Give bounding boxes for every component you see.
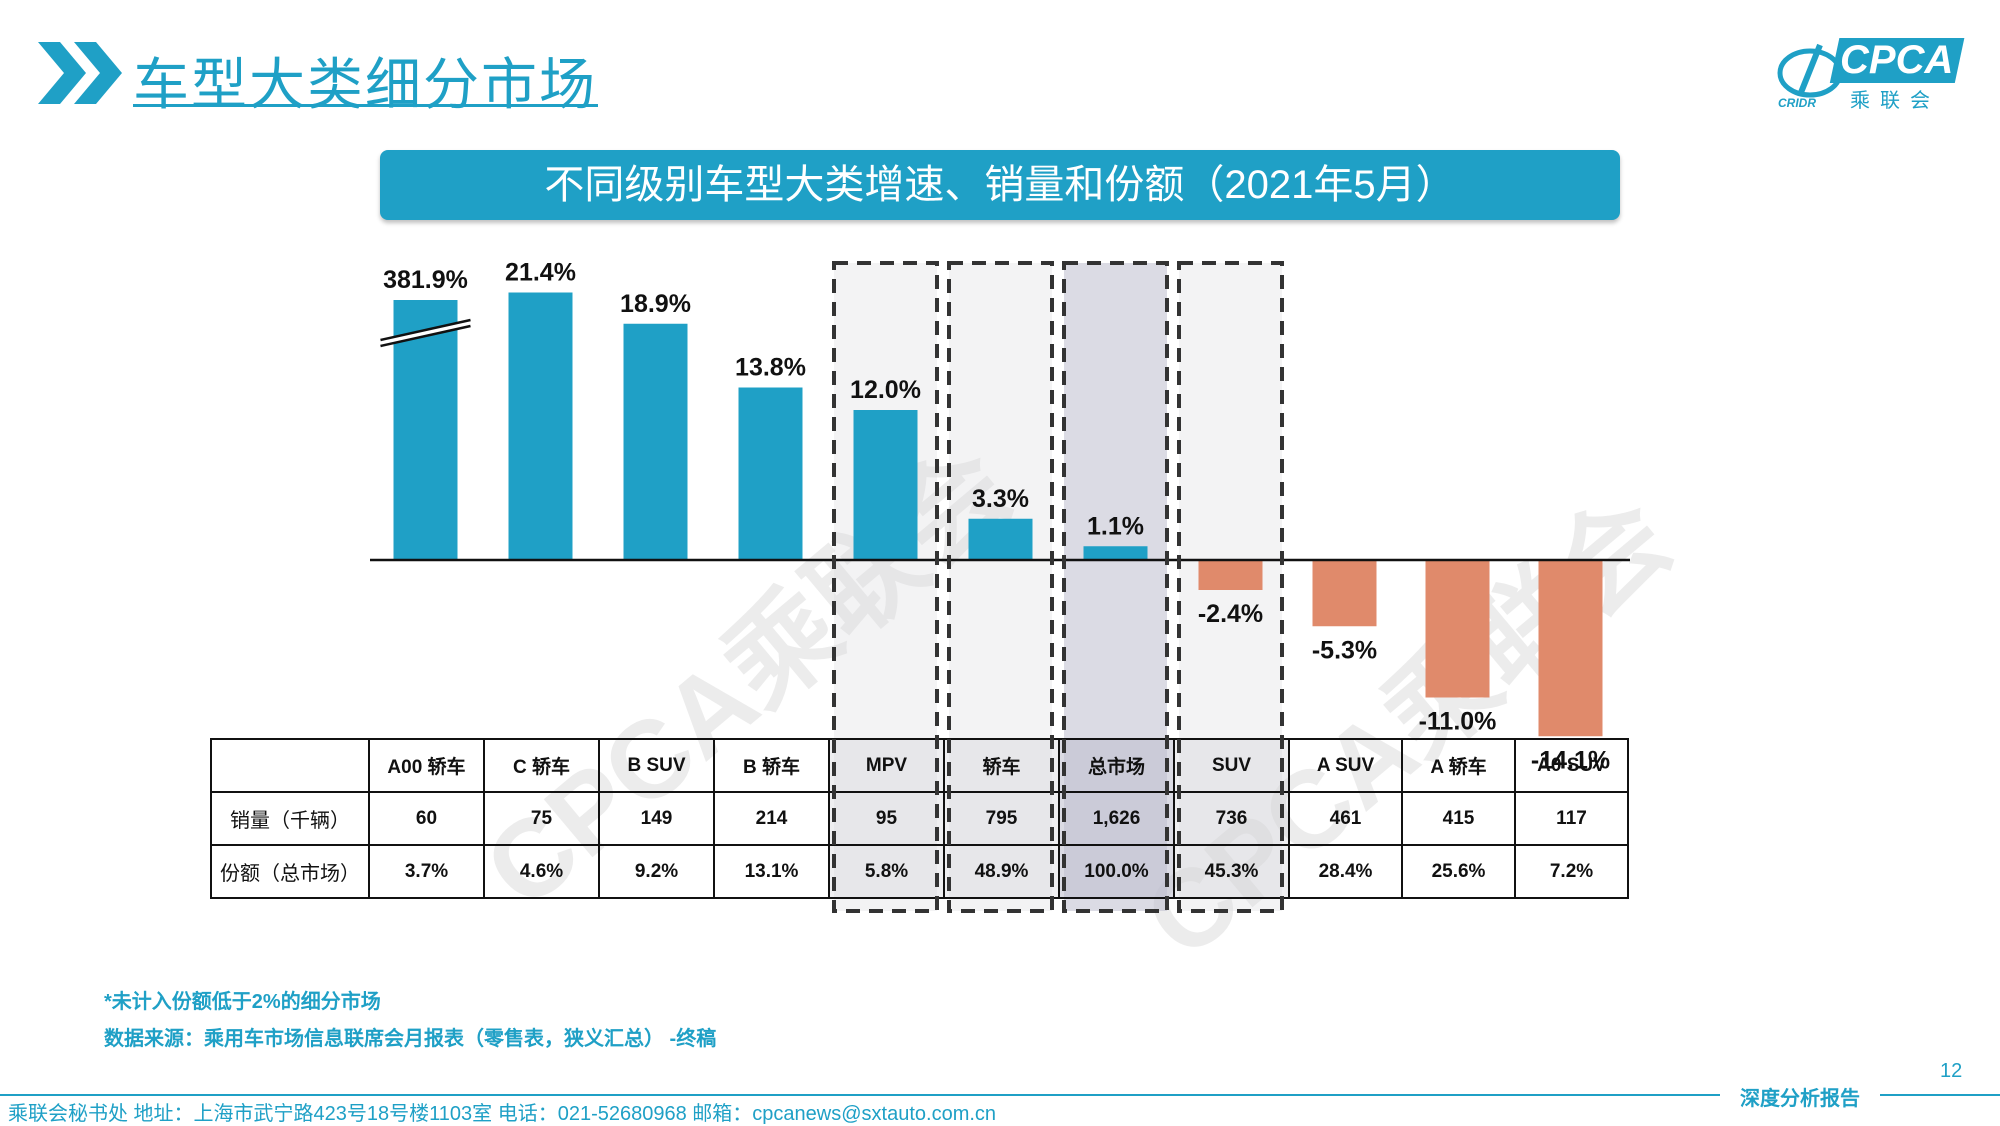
data-label: 1.1%	[1087, 512, 1144, 540]
table-cell: 9.2%	[598, 844, 715, 899]
data-label: -11.0%	[1419, 708, 1497, 736]
data-table: A00 轿车 C 轿车 B SUV B 轿车 MPV 轿车 总市场 SUV A …	[210, 738, 1629, 899]
table-col-header: A0 SUV	[1514, 738, 1629, 793]
data-source-note: 数据来源：乘用车市场信息联席会月报表（零售表，狭义汇总） -终稿	[104, 1028, 717, 1050]
bar	[1083, 546, 1148, 560]
table-col-header: A00 轿车	[368, 738, 485, 793]
table-col-header: 总市场	[1058, 738, 1175, 793]
bar	[968, 518, 1033, 560]
footer-brand: 深度分析报告	[1740, 1086, 1860, 1110]
bar	[623, 323, 688, 560]
bar	[393, 300, 458, 560]
table-col-header: A SUV	[1288, 738, 1403, 793]
table-cell: 5.8%	[828, 844, 945, 899]
bar	[853, 410, 918, 560]
bar	[738, 387, 803, 560]
table-col-header: MPV	[828, 738, 945, 793]
table-cell: 60	[368, 791, 485, 846]
chart-banner: 不同级别车型大类增速、销量和份额（2021年5月）	[380, 150, 1620, 220]
table-cell: 25.6%	[1401, 844, 1516, 899]
data-label: -5.3%	[1312, 636, 1377, 664]
footer-contact: 乘联会秘书处 地址：上海市武宁路423号18号楼1103室 电话：021-526…	[8, 1103, 997, 1125]
logo-emblem-icon	[1777, 38, 1965, 98]
table-cell: 7.2%	[1514, 844, 1629, 899]
data-label: 12.0%	[850, 376, 921, 404]
table-corner-cell	[210, 738, 370, 793]
bar	[1312, 560, 1377, 627]
table-col-header: B SUV	[598, 738, 715, 793]
table-cell: 4.6%	[483, 844, 600, 899]
table-cell: 3.7%	[368, 844, 485, 899]
table-col-header: 轿车	[943, 738, 1060, 793]
bar	[1538, 560, 1603, 737]
data-label: -2.4%	[1198, 600, 1263, 628]
table-cell: 149	[598, 791, 715, 846]
axis-break-mark	[380, 324, 471, 348]
table-cell: 795	[943, 791, 1060, 846]
data-label: 21.4%	[505, 259, 576, 287]
bar	[508, 292, 573, 560]
footer-divider	[0, 1094, 1720, 1096]
title-underline	[133, 104, 598, 107]
table-cell: 415	[1401, 791, 1516, 846]
data-label: 3.3%	[972, 485, 1029, 513]
table-cell: 117	[1514, 791, 1629, 846]
table-cell: 28.4%	[1288, 844, 1403, 899]
data-label: 381.9%	[383, 266, 468, 294]
data-label: 13.8%	[735, 354, 806, 382]
table-cell: 75	[483, 791, 600, 846]
chevron-icon	[38, 42, 128, 109]
table-cell: 95	[828, 791, 945, 846]
table-cell: 461	[1288, 791, 1403, 846]
table-col-header: A 轿车	[1401, 738, 1516, 793]
footer-divider	[1880, 1094, 2000, 1096]
table-header-row: A00 轿车 C 轿车 B SUV B 轿车 MPV 轿车 总市场 SUV A …	[210, 738, 1629, 793]
chart-title: 不同级别车型大类增速、销量和份额（2021年5月）	[544, 163, 1456, 207]
logo-subtitle: 乘联会	[1850, 90, 1940, 112]
footnote: *未计入份额低于2%的细分市场	[104, 991, 381, 1013]
table-col-header: B 轿车	[713, 738, 830, 793]
page-number: 12	[1940, 1060, 1963, 1082]
table-cell: 13.1%	[713, 844, 830, 899]
axis-break-mark	[380, 318, 471, 342]
axis-break-gap	[380, 320, 471, 346]
data-label: 18.9%	[620, 290, 691, 318]
table-cell: 214	[713, 791, 830, 846]
table-col-header: C 轿车	[483, 738, 600, 793]
logo-text: CPCA	[1840, 38, 1954, 82]
table-row-label: 销量（千辆）	[210, 791, 370, 846]
table-col-header: SUV	[1173, 738, 1290, 793]
table-cell: 736	[1173, 791, 1290, 846]
table-cell: 100.0%	[1058, 844, 1175, 899]
bar	[1425, 560, 1490, 698]
table-row-label: 份额（总市场）	[210, 844, 370, 899]
table-cell: 1,626	[1058, 791, 1175, 846]
table-row: 销量（千辆） 60 75 149 214 95 795 1,626 736 46…	[210, 791, 1629, 846]
table-row: 份额（总市场） 3.7% 4.6% 9.2% 13.1% 5.8% 48.9% …	[210, 844, 1629, 899]
table-cell: 45.3%	[1173, 844, 1290, 899]
bar	[1198, 560, 1263, 590]
logo-small-text: CRIDR	[1778, 96, 1816, 110]
table-cell: 48.9%	[943, 844, 1060, 899]
